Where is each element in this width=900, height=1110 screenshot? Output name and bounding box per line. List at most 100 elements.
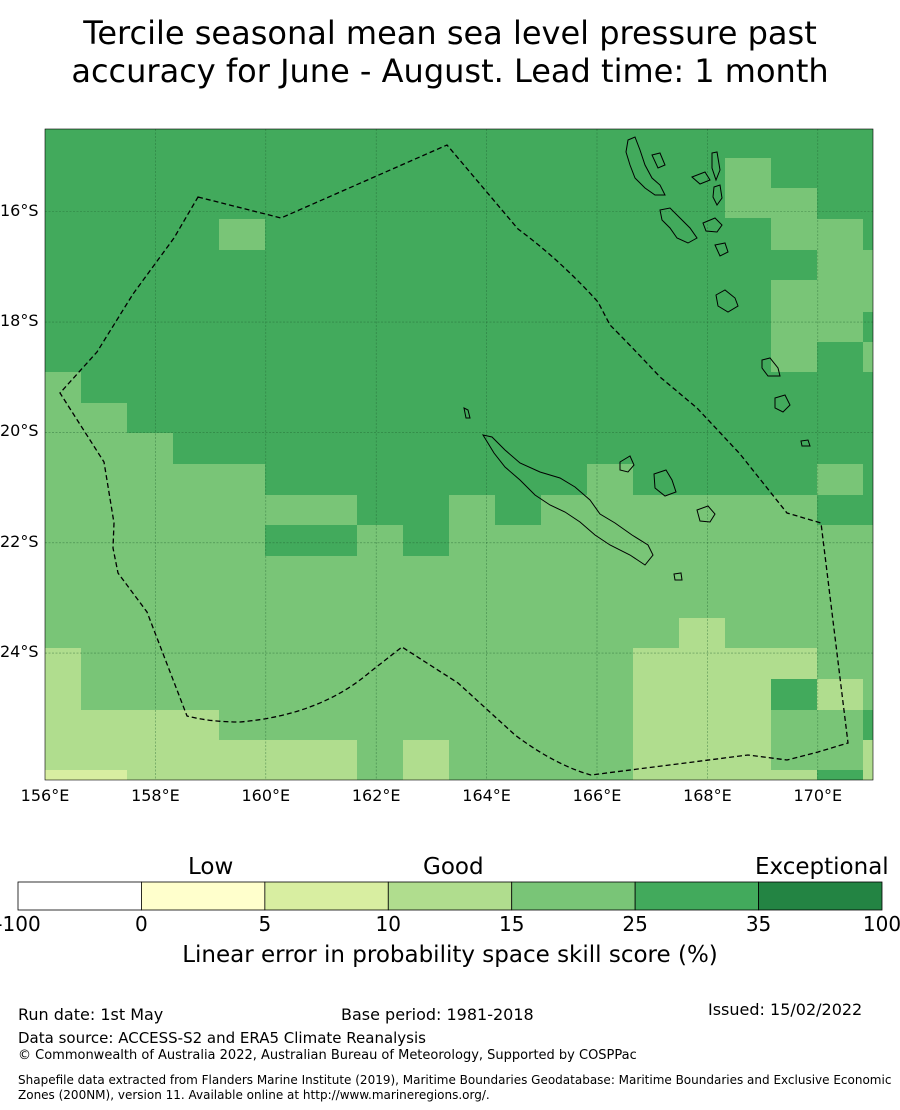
skill-cell xyxy=(45,372,81,648)
skill-cell xyxy=(863,342,873,372)
skill-cell xyxy=(587,464,633,648)
colorbar-tick-label: 100 xyxy=(862,912,900,936)
latitude-label: 18°S xyxy=(0,311,39,331)
colorbar-title: Linear error in probability space skill … xyxy=(182,942,718,968)
skill-cell xyxy=(817,710,863,770)
colorbar-segment xyxy=(511,881,636,911)
loyalty-island-1 xyxy=(619,455,635,473)
longitude-label: 160°E xyxy=(241,786,291,805)
skill-cell xyxy=(403,740,449,780)
skill-cell xyxy=(725,158,771,218)
skill-cell xyxy=(403,556,449,648)
vanuatu-aneityum xyxy=(774,394,791,413)
colorbar-tick-label: 25 xyxy=(622,912,648,936)
vanuatu-island-7 xyxy=(702,217,723,233)
skill-cell xyxy=(357,710,403,780)
skill-cell xyxy=(679,710,771,780)
colorbar xyxy=(17,881,883,911)
islet-1 xyxy=(800,439,811,447)
latitude-label: 24°S xyxy=(0,642,39,662)
skill-cell xyxy=(173,464,265,648)
graticule xyxy=(45,129,873,780)
islands xyxy=(463,136,811,581)
vanuatu-efate xyxy=(715,289,739,313)
latitude-label: 16°S xyxy=(0,200,39,220)
eez-boundary xyxy=(59,144,849,776)
skill-cell xyxy=(357,525,403,648)
base-period: Base period: 1981-2018 xyxy=(341,1005,534,1024)
colorbar-category-low: Low xyxy=(188,854,234,880)
skill-cell xyxy=(265,495,357,648)
vanuatu-malakula xyxy=(659,207,698,244)
skill-cell xyxy=(817,464,863,495)
issued-date: Issued: 15/02/2022 xyxy=(708,1000,863,1019)
vanuatu-island-5 xyxy=(691,171,711,185)
skill-cell xyxy=(817,219,863,342)
colorbar-tick-label: -100 xyxy=(0,912,41,936)
longitude-label: 170°E xyxy=(793,786,843,805)
islet-3 xyxy=(463,407,471,419)
skill-cell xyxy=(219,219,265,250)
colorbar-segment xyxy=(634,881,759,911)
title-line-2: accuracy for June - August. Lead time: 1… xyxy=(71,52,829,90)
vanuatu-espiritu-santo xyxy=(625,136,666,196)
colorbar-category-good: Good xyxy=(423,854,484,880)
vanuatu-island-4 xyxy=(711,151,721,182)
skill-map xyxy=(44,128,874,781)
loyalty-island-3 xyxy=(696,505,716,523)
vanuatu-tanna xyxy=(761,357,781,377)
skill-cell xyxy=(45,648,81,780)
title-line-1: Tercile seasonal mean sea level pressure… xyxy=(83,14,817,52)
colorbar-tick-label: 5 xyxy=(258,912,272,936)
colorbar-tick-label: 15 xyxy=(498,912,525,936)
skill-cell xyxy=(771,710,817,770)
skill-cell xyxy=(449,495,495,648)
latitude-label: 22°S xyxy=(0,531,39,551)
colorbar-segment xyxy=(387,881,513,911)
skill-cell xyxy=(81,710,219,780)
skill-cell xyxy=(771,188,817,250)
loyalty-island-2 xyxy=(653,469,677,497)
new-caledonia-island xyxy=(481,434,654,566)
map-frame xyxy=(44,128,874,781)
islet-2 xyxy=(673,572,683,581)
skill-cell xyxy=(45,770,127,780)
colorbar-segment xyxy=(758,881,883,911)
colorbar-segment xyxy=(141,881,266,911)
longitude-label: 162°E xyxy=(351,786,401,805)
skill-cell xyxy=(863,250,873,312)
skill-cell xyxy=(633,648,679,780)
skill-cell xyxy=(771,679,817,710)
skill-cell xyxy=(449,710,633,780)
colorbar-tick-label: 35 xyxy=(745,912,772,936)
skill-cell xyxy=(495,525,541,648)
colorbar-segment xyxy=(17,881,142,911)
vanuatu-island-9 xyxy=(714,242,729,257)
skill-cell xyxy=(863,740,873,780)
skill-cell xyxy=(817,679,863,710)
longitude-label: 168°E xyxy=(683,786,732,805)
longitude-label: 166°E xyxy=(572,786,622,805)
vanuatu-island-6 xyxy=(712,184,723,206)
run-date: Run date: 1st May xyxy=(18,1005,164,1024)
skill-cell xyxy=(817,525,873,648)
skill-cell xyxy=(679,618,725,648)
skill-cell xyxy=(81,403,127,648)
colorbar-segment xyxy=(264,881,389,911)
skill-cell xyxy=(265,525,357,556)
shapefile-credit-line-1: Shapefile data extracted from Flanders M… xyxy=(18,1073,892,1087)
skill-cell xyxy=(771,280,817,372)
skill-cell xyxy=(771,770,817,780)
skill-cell xyxy=(679,679,771,710)
longitude-label: 156°E xyxy=(20,786,70,805)
shapefile-credit-line-2: Zones (200NM), version 11. Available onl… xyxy=(18,1088,490,1102)
skill-cell xyxy=(219,740,357,780)
data-source: Data source: ACCESS-S2 and ERA5 Climate … xyxy=(18,1029,426,1047)
vanuatu-island-2 xyxy=(651,152,666,169)
colorbar-tick-label: 10 xyxy=(375,912,401,936)
colorbar-tick-label: 0 xyxy=(135,912,148,936)
longitude-label: 164°E xyxy=(462,786,511,805)
latitude-label: 20°S xyxy=(0,421,39,441)
skill-cell xyxy=(219,710,357,740)
skill-cell xyxy=(541,495,587,648)
